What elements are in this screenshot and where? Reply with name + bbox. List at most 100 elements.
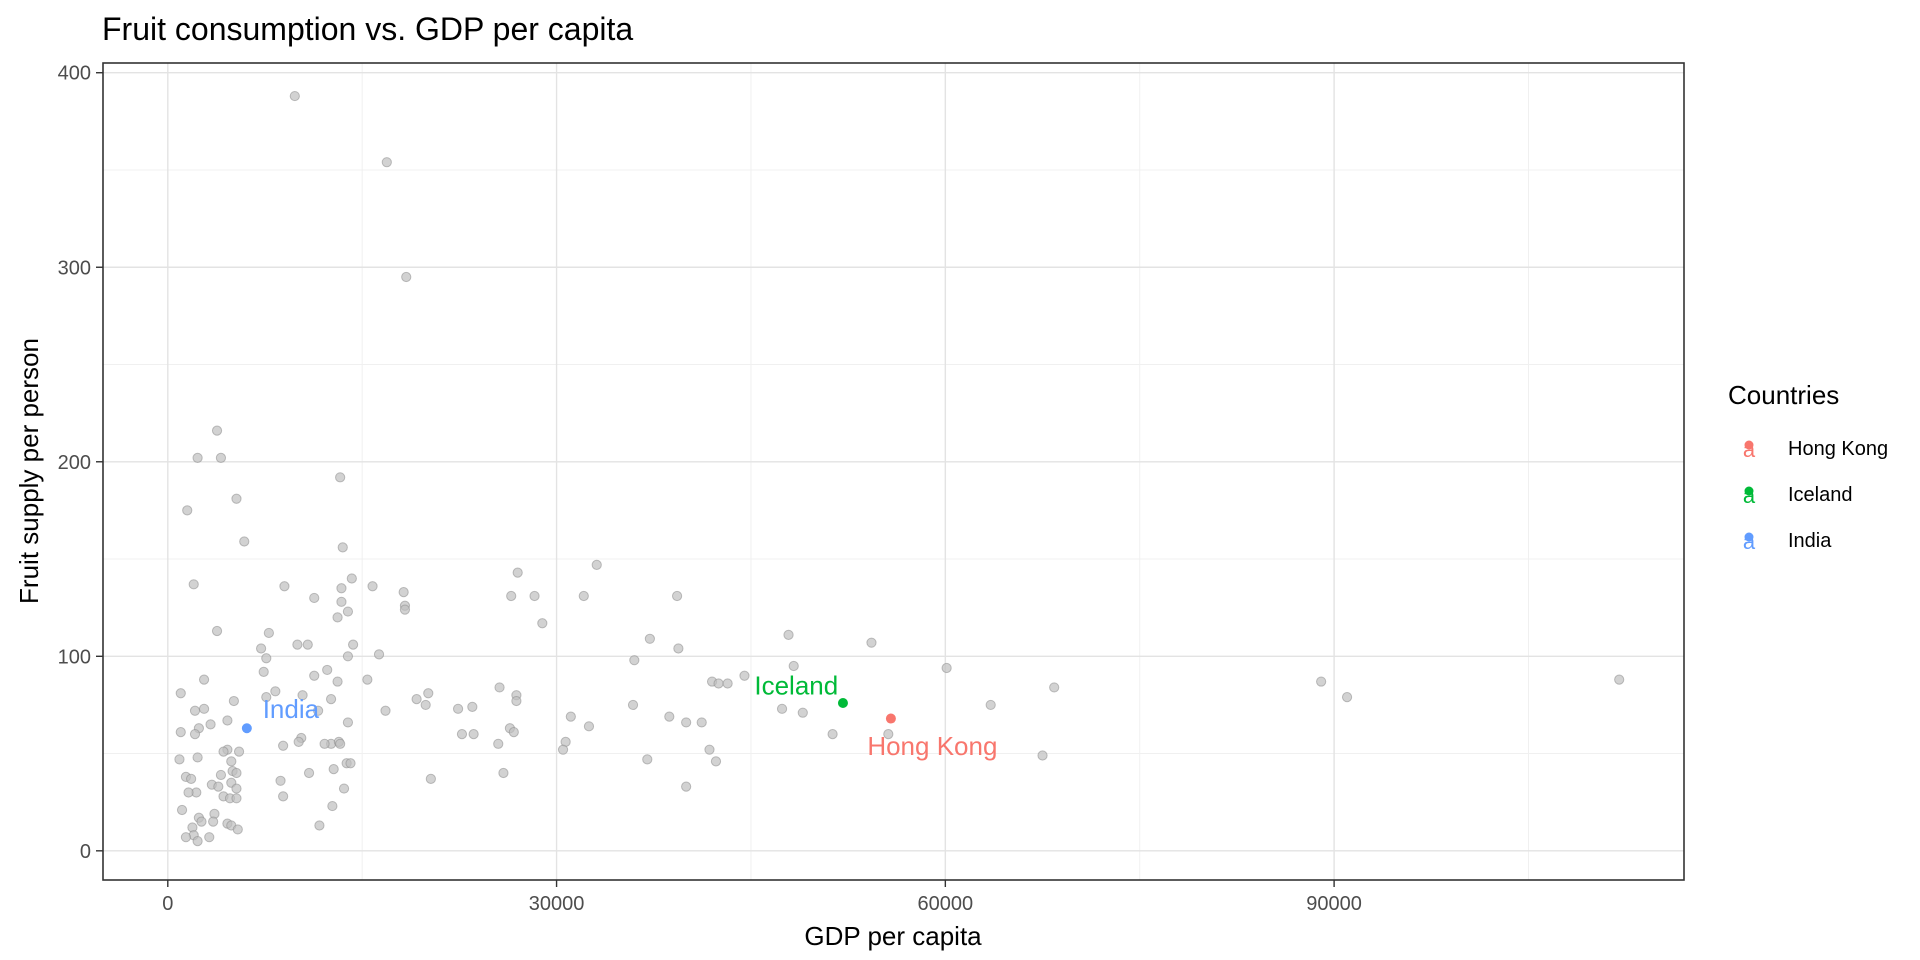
y-tick-label: 0 bbox=[80, 841, 91, 863]
highlighted-point bbox=[241, 723, 252, 734]
data-point bbox=[722, 678, 733, 689]
plot-border bbox=[102, 62, 1685, 881]
data-point bbox=[175, 727, 186, 738]
data-point bbox=[985, 699, 996, 711]
data-point bbox=[215, 769, 227, 781]
data-point bbox=[493, 738, 504, 749]
data-point bbox=[336, 583, 347, 594]
data-point bbox=[204, 832, 215, 843]
highlighted-point bbox=[837, 697, 848, 708]
data-point bbox=[189, 705, 201, 716]
y-tick-label: 300 bbox=[58, 257, 91, 279]
data-point bbox=[270, 686, 281, 697]
data-point bbox=[211, 625, 223, 637]
data-point bbox=[506, 590, 517, 602]
data-point bbox=[180, 832, 192, 843]
data-point bbox=[1049, 682, 1060, 693]
data-point bbox=[345, 758, 356, 769]
data-point bbox=[196, 816, 207, 827]
data-point bbox=[231, 793, 242, 804]
data-point bbox=[673, 643, 684, 654]
data-point bbox=[325, 693, 337, 705]
y-tick-label: 400 bbox=[58, 63, 91, 85]
plot-panel bbox=[103, 63, 1684, 880]
data-point bbox=[183, 787, 194, 798]
data-point bbox=[278, 740, 289, 751]
data-point bbox=[261, 653, 272, 664]
data-point bbox=[275, 775, 286, 786]
data-point bbox=[866, 637, 877, 648]
highlighted-point-label: India bbox=[263, 694, 320, 724]
chart-title: Fruit consumption vs. GDP per capita bbox=[102, 11, 633, 47]
data-point bbox=[232, 824, 243, 835]
data-point bbox=[182, 505, 193, 516]
data-point bbox=[279, 581, 290, 592]
legend-key-glyph: a bbox=[1743, 437, 1756, 462]
data-point bbox=[373, 649, 385, 660]
y-axis-ticks: 0 100 200 300 400 bbox=[58, 63, 103, 863]
data-point bbox=[494, 682, 505, 693]
data-point bbox=[342, 717, 354, 728]
data-point bbox=[314, 820, 325, 831]
data-point bbox=[557, 744, 569, 755]
data-point bbox=[420, 699, 431, 711]
x-tick-label: 90000 bbox=[1306, 893, 1362, 915]
data-point bbox=[788, 660, 799, 672]
data-point bbox=[425, 773, 436, 784]
data-point bbox=[278, 791, 289, 802]
data-point bbox=[508, 727, 519, 738]
data-point bbox=[215, 452, 227, 463]
data-point bbox=[456, 729, 468, 740]
data-point bbox=[309, 592, 320, 604]
legend-entry-label: Iceland bbox=[1788, 484, 1853, 506]
data-point bbox=[346, 573, 357, 584]
legend-key-glyph: a bbox=[1743, 483, 1756, 508]
data-point bbox=[512, 567, 523, 578]
data-point bbox=[261, 692, 272, 703]
data-point bbox=[1341, 692, 1353, 703]
data-point bbox=[498, 767, 509, 779]
legend-entry-label: India bbox=[1788, 530, 1832, 552]
data-point bbox=[941, 662, 952, 674]
data-point bbox=[309, 670, 320, 681]
data-point bbox=[198, 703, 210, 714]
data-point bbox=[710, 756, 722, 767]
data-point bbox=[319, 738, 330, 749]
data-point bbox=[337, 542, 348, 553]
data-point bbox=[328, 764, 339, 775]
data-point bbox=[827, 729, 838, 740]
data-point bbox=[198, 674, 210, 685]
data-point bbox=[342, 606, 354, 617]
data-point bbox=[367, 581, 378, 592]
legend-key-point bbox=[1744, 440, 1754, 450]
data-point bbox=[327, 800, 338, 812]
data-point bbox=[335, 472, 346, 483]
data-point bbox=[176, 804, 188, 816]
legend-title: Countries bbox=[1728, 380, 1839, 410]
data-point bbox=[335, 738, 346, 749]
data-point bbox=[1614, 674, 1625, 685]
data-point bbox=[883, 729, 894, 740]
data-point bbox=[704, 744, 715, 755]
x-tick-label: 60000 bbox=[918, 893, 974, 915]
data-point bbox=[776, 703, 788, 714]
legend-key-point bbox=[1744, 486, 1754, 496]
data-point bbox=[292, 639, 303, 650]
x-axis-title: GDP per capita bbox=[804, 921, 982, 951]
data-point bbox=[192, 835, 203, 847]
major-gridlines bbox=[103, 63, 1684, 880]
data-point bbox=[231, 783, 242, 794]
data-point bbox=[739, 670, 750, 681]
highlighted-point-label: Hong Kong bbox=[867, 731, 997, 761]
data-point bbox=[188, 579, 199, 590]
data-point bbox=[174, 754, 185, 765]
legend-entry-label: Hong Kong bbox=[1788, 438, 1888, 460]
data-point bbox=[258, 666, 269, 677]
data-point bbox=[713, 678, 724, 689]
data-point bbox=[627, 699, 639, 711]
x-axis-ticks: 0 30000 60000 90000 bbox=[162, 880, 1362, 915]
legend-key-glyph: a bbox=[1743, 529, 1756, 554]
data-point bbox=[362, 674, 373, 685]
legend-entries: a Hong Kong a Iceland a India bbox=[1743, 437, 1888, 554]
